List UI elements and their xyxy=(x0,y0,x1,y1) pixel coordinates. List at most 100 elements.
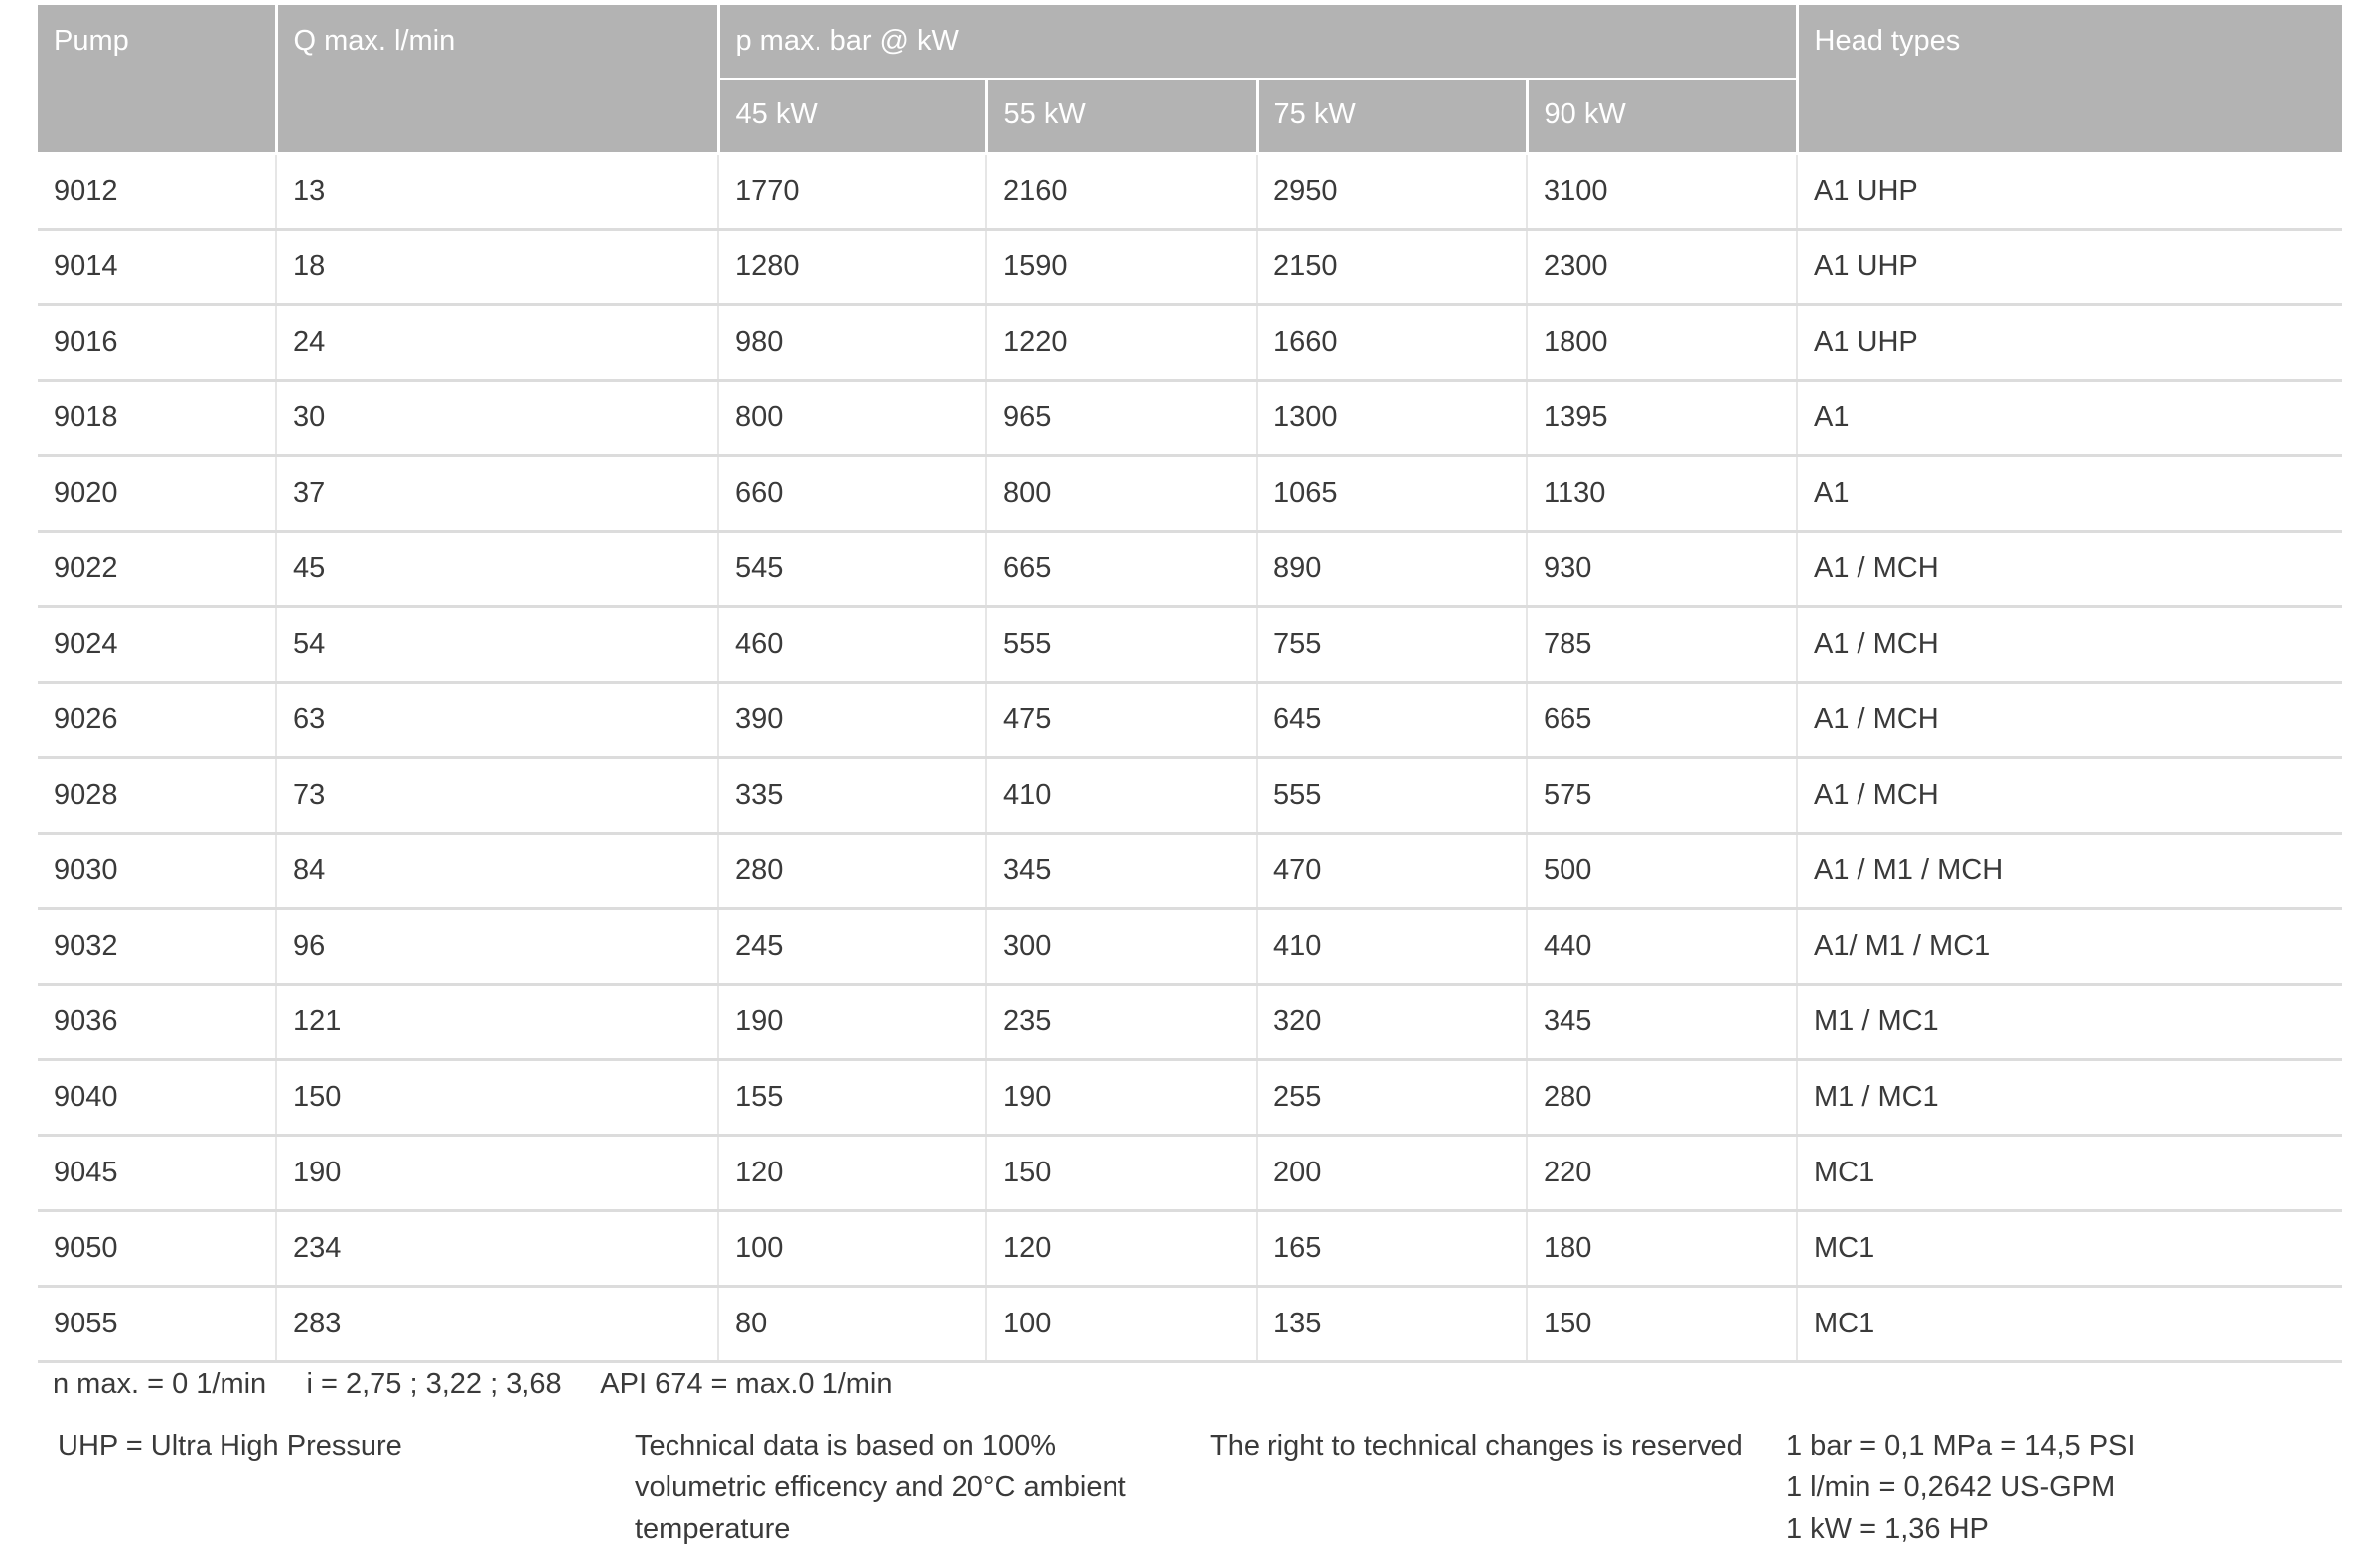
cell-p-90kw: 930 xyxy=(1526,531,1797,608)
cell-p-90kw: 1800 xyxy=(1526,304,1797,382)
cell-p-45kw: 980 xyxy=(717,304,986,382)
cell-p-45kw: 800 xyxy=(717,380,986,457)
cell-pump: 9024 xyxy=(38,606,276,684)
table-row: 9016 24 980 1220 1660 1800 A1 UHP xyxy=(38,304,2342,382)
header-pump: Pump xyxy=(38,5,278,155)
cell-p-45kw: 80 xyxy=(717,1286,986,1363)
header-q-max: Q max. l/min xyxy=(274,5,720,155)
cell-pump: 9022 xyxy=(38,531,276,608)
footer-conversions: 1 bar = 0,1 MPa = 14,5 PSI 1 l/min = 0,2… xyxy=(1786,1425,2135,1550)
table-row: 9020 37 660 800 1065 1130 A1 xyxy=(38,455,2342,533)
cell-q-max: 30 xyxy=(275,380,718,457)
cell-pump: 9026 xyxy=(38,682,276,759)
cell-p-45kw: 120 xyxy=(717,1135,986,1212)
cell-head-types: A1 / M1 / MCH xyxy=(1796,833,2342,910)
cell-q-max: 150 xyxy=(275,1059,718,1137)
table-row: 9028 73 335 410 555 575 A1 / MCH xyxy=(38,757,2342,835)
cell-head-types: A1 UHP xyxy=(1796,153,2342,231)
cell-p-55kw: 410 xyxy=(985,757,1257,835)
cell-q-max: 45 xyxy=(275,531,718,608)
table-row: 9050 234 100 120 165 180 MC1 xyxy=(38,1210,2342,1288)
cell-q-max: 37 xyxy=(275,455,718,533)
header-55kw: 55 kW xyxy=(984,78,1259,155)
cell-p-75kw: 410 xyxy=(1256,908,1527,986)
cell-p-55kw: 120 xyxy=(985,1210,1257,1288)
cell-p-55kw: 665 xyxy=(985,531,1257,608)
table-row: 9014 18 1280 1590 2150 2300 A1 UHP xyxy=(38,229,2342,306)
cell-head-types: A1 xyxy=(1796,380,2342,457)
table-row: 9040 150 155 190 255 280 M1 / MC1 xyxy=(38,1059,2342,1137)
cell-p-90kw: 785 xyxy=(1526,606,1797,684)
conversion-line: 1 bar = 0,1 MPa = 14,5 PSI xyxy=(1786,1430,2136,1462)
cell-p-45kw: 1770 xyxy=(717,153,986,231)
cell-p-90kw: 3100 xyxy=(1526,153,1797,231)
cell-q-max: 73 xyxy=(275,757,718,835)
cell-p-90kw: 500 xyxy=(1526,833,1797,910)
cell-p-75kw: 1660 xyxy=(1256,304,1527,382)
cell-p-90kw: 280 xyxy=(1526,1059,1797,1137)
cell-head-types: A1 UHP xyxy=(1796,304,2342,382)
pump-spec-table: Pump Q max. l/min p max. bar @ kW Head t… xyxy=(38,5,2342,1363)
cell-pump: 9036 xyxy=(38,984,276,1061)
technical-line: Technical data is based on 100% xyxy=(635,1430,1057,1462)
cell-pump: 9032 xyxy=(38,908,276,986)
cell-p-45kw: 245 xyxy=(717,908,986,986)
cell-p-75kw: 2950 xyxy=(1256,153,1527,231)
cell-p-55kw: 190 xyxy=(985,1059,1257,1137)
header-90kw: 90 kW xyxy=(1525,78,1797,155)
cell-p-90kw: 220 xyxy=(1526,1135,1797,1212)
cell-head-types: M1 / MC1 xyxy=(1796,1059,2342,1137)
cell-p-45kw: 190 xyxy=(717,984,986,1061)
table-row: 9030 84 280 345 470 500 A1 / M1 / MCH xyxy=(38,833,2342,910)
header-p-max: p max. bar @ kW xyxy=(716,5,1799,80)
table-row: 9022 45 545 665 890 930 A1 / MCH xyxy=(38,531,2342,608)
cell-p-90kw: 180 xyxy=(1526,1210,1797,1288)
cell-pump: 9020 xyxy=(38,455,276,533)
conversion-line: 1 kW = 1,36 HP xyxy=(1786,1513,1989,1545)
footer-uhp-note: UHP = Ultra High Pressure xyxy=(58,1430,402,1462)
cell-head-types: MC1 xyxy=(1796,1135,2342,1212)
cell-head-types: A1 / MCH xyxy=(1796,757,2342,835)
cell-p-45kw: 660 xyxy=(717,455,986,533)
cell-p-45kw: 390 xyxy=(717,682,986,759)
cell-head-types: MC1 xyxy=(1796,1210,2342,1288)
cell-head-types: A1 / MCH xyxy=(1796,531,2342,608)
cell-p-55kw: 800 xyxy=(985,455,1257,533)
footer-specs: n max. = 0 1/min i = 2,75 ; 3,22 ; 3,68 … xyxy=(53,1368,893,1400)
cell-p-90kw: 150 xyxy=(1526,1286,1797,1363)
cell-q-max: 96 xyxy=(275,908,718,986)
cell-p-90kw: 345 xyxy=(1526,984,1797,1061)
cell-p-45kw: 460 xyxy=(717,606,986,684)
cell-head-types: A1 UHP xyxy=(1796,229,2342,306)
cell-p-55kw: 300 xyxy=(985,908,1257,986)
cell-p-75kw: 200 xyxy=(1256,1135,1527,1212)
cell-p-90kw: 575 xyxy=(1526,757,1797,835)
cell-q-max: 121 xyxy=(275,984,718,1061)
cell-head-types: A1 / MCH xyxy=(1796,606,2342,684)
header-head-types: Head types xyxy=(1795,5,2342,155)
cell-pump: 9018 xyxy=(38,380,276,457)
cell-pump: 9014 xyxy=(38,229,276,306)
cell-pump: 9050 xyxy=(38,1210,276,1288)
cell-p-45kw: 280 xyxy=(717,833,986,910)
cell-pump: 9045 xyxy=(38,1135,276,1212)
table-row: 9026 63 390 475 645 665 A1 / MCH xyxy=(38,682,2342,759)
technical-line: temperature xyxy=(635,1513,791,1545)
cell-head-types: A1 xyxy=(1796,455,2342,533)
cell-p-55kw: 1590 xyxy=(985,229,1257,306)
cell-q-max: 18 xyxy=(275,229,718,306)
footer-technical-note: Technical data is based on 100% volumetr… xyxy=(635,1425,1126,1550)
header-75kw: 75 kW xyxy=(1255,78,1529,155)
cell-p-90kw: 1130 xyxy=(1526,455,1797,533)
table-row: 9018 30 800 965 1300 1395 A1 xyxy=(38,380,2342,457)
cell-q-max: 190 xyxy=(275,1135,718,1212)
cell-p-90kw: 665 xyxy=(1526,682,1797,759)
cell-p-55kw: 475 xyxy=(985,682,1257,759)
cell-p-75kw: 320 xyxy=(1256,984,1527,1061)
cell-p-45kw: 100 xyxy=(717,1210,986,1288)
cell-p-45kw: 335 xyxy=(717,757,986,835)
cell-p-55kw: 965 xyxy=(985,380,1257,457)
cell-p-75kw: 135 xyxy=(1256,1286,1527,1363)
cell-q-max: 84 xyxy=(275,833,718,910)
cell-pump: 9030 xyxy=(38,833,276,910)
